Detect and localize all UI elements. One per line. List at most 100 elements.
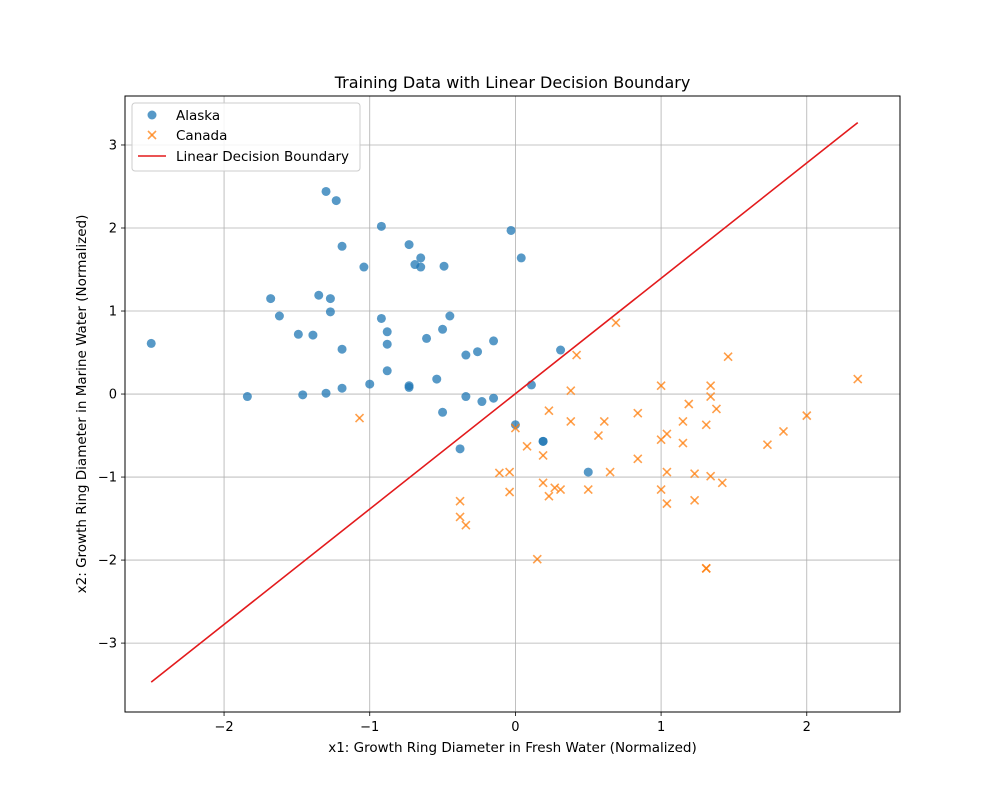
x-axis-label: x1: Growth Ring Diameter in Fresh Water … bbox=[328, 740, 697, 756]
legend-box bbox=[131, 102, 361, 172]
legend-label-canada: Canada bbox=[176, 128, 227, 144]
point-alaska bbox=[314, 290, 324, 300]
point-canada bbox=[633, 408, 643, 418]
point-alaska bbox=[583, 467, 593, 477]
x-tick-label: −2 bbox=[214, 720, 233, 735]
point-alaska bbox=[506, 225, 516, 235]
point-alaska bbox=[445, 311, 455, 321]
y-tick-label: 2 bbox=[109, 222, 117, 237]
point-alaska bbox=[382, 366, 392, 376]
point-alaska bbox=[461, 392, 471, 402]
point-alaska bbox=[325, 294, 335, 304]
y-tick-label: −2 bbox=[98, 554, 117, 569]
point-alaska bbox=[266, 294, 276, 304]
point-canada bbox=[690, 469, 700, 479]
point-alaska bbox=[439, 261, 449, 271]
point-alaska bbox=[293, 329, 303, 339]
point-alaska bbox=[382, 327, 392, 337]
point-canada bbox=[662, 467, 672, 477]
point-canada bbox=[510, 423, 520, 433]
series-line-linear-decision-boundary bbox=[150, 121, 859, 683]
point-alaska bbox=[432, 374, 442, 384]
plot-frame bbox=[124, 95, 901, 713]
point-canada bbox=[538, 478, 548, 488]
point-alaska bbox=[365, 379, 375, 389]
point-canada bbox=[532, 554, 542, 564]
point-alaska bbox=[538, 436, 548, 446]
point-alaska bbox=[298, 390, 308, 400]
point-alaska bbox=[325, 307, 335, 317]
point-canada bbox=[717, 478, 727, 488]
point-canada bbox=[538, 450, 548, 461]
point-canada bbox=[706, 381, 716, 391]
point-alaska bbox=[146, 338, 156, 348]
y-tick-label: −1 bbox=[98, 471, 117, 486]
point-canada bbox=[566, 386, 576, 396]
point-alaska bbox=[404, 240, 414, 250]
legend-label-boundary: Linear Decision Boundary bbox=[176, 149, 349, 165]
point-canada bbox=[599, 416, 609, 426]
point-alaska bbox=[359, 262, 369, 272]
y-tick-label: −3 bbox=[98, 637, 117, 652]
point-alaska bbox=[416, 253, 426, 263]
point-canada bbox=[662, 499, 672, 509]
legend-marker-canada bbox=[147, 130, 157, 140]
point-canada bbox=[544, 491, 554, 501]
point-canada bbox=[556, 484, 566, 495]
point-canada bbox=[656, 381, 666, 391]
point-alaska bbox=[489, 393, 499, 403]
x-tick-label: 1 bbox=[657, 720, 665, 735]
point-canada bbox=[723, 352, 733, 362]
y-tick-label: 0 bbox=[109, 388, 117, 403]
legend: Alaska Canada Linear Decision Boundary bbox=[131, 102, 361, 172]
y-tick-label: 3 bbox=[109, 138, 117, 153]
point-canada bbox=[505, 487, 515, 497]
point-alaska bbox=[422, 333, 432, 343]
point-alaska bbox=[461, 350, 471, 360]
point-canada bbox=[522, 441, 532, 451]
point-canada bbox=[706, 471, 716, 481]
point-canada bbox=[544, 406, 554, 416]
axis-ticks: −2 −1 0 1 2 −3 −2 −1 0 1 2 3 bbox=[98, 138, 811, 735]
point-alaska bbox=[510, 420, 520, 430]
point-canada bbox=[572, 350, 582, 360]
point-canada bbox=[494, 468, 504, 478]
point-canada bbox=[706, 391, 716, 402]
x-tick-label: −1 bbox=[360, 720, 379, 735]
point-canada bbox=[505, 467, 515, 477]
point-canada bbox=[690, 495, 700, 505]
y-axis-label: x2: Growth Ring Diameter in Marine Water… bbox=[74, 215, 90, 594]
point-canada bbox=[678, 438, 688, 448]
point-canada bbox=[611, 318, 621, 328]
legend-marker-alaska bbox=[147, 110, 157, 120]
point-alaska bbox=[321, 388, 331, 398]
point-canada bbox=[633, 454, 643, 464]
point-canada bbox=[678, 416, 688, 426]
point-alaska bbox=[308, 330, 318, 340]
point-alaska bbox=[455, 444, 465, 454]
point-alaska bbox=[477, 397, 487, 407]
point-alaska bbox=[473, 347, 483, 357]
data-layer bbox=[146, 121, 863, 683]
point-canada bbox=[455, 496, 465, 506]
point-alaska bbox=[489, 336, 499, 346]
point-canada bbox=[593, 430, 604, 441]
point-canada bbox=[853, 374, 863, 384]
point-alaska bbox=[382, 339, 392, 349]
point-alaska bbox=[337, 344, 347, 354]
point-alaska bbox=[404, 382, 414, 392]
point-alaska bbox=[416, 262, 426, 272]
point-canada bbox=[684, 399, 694, 409]
point-canada bbox=[762, 440, 772, 450]
point-canada bbox=[550, 483, 560, 493]
chart-title: Training Data with Linear Decision Bound… bbox=[334, 73, 691, 92]
legend-label-alaska: Alaska bbox=[176, 108, 220, 124]
point-canada bbox=[455, 512, 465, 522]
point-canada bbox=[802, 411, 812, 421]
point-canada bbox=[711, 404, 722, 414]
point-alaska bbox=[516, 253, 526, 263]
point-canada bbox=[778, 426, 789, 436]
x-tick-label: 0 bbox=[511, 720, 519, 735]
